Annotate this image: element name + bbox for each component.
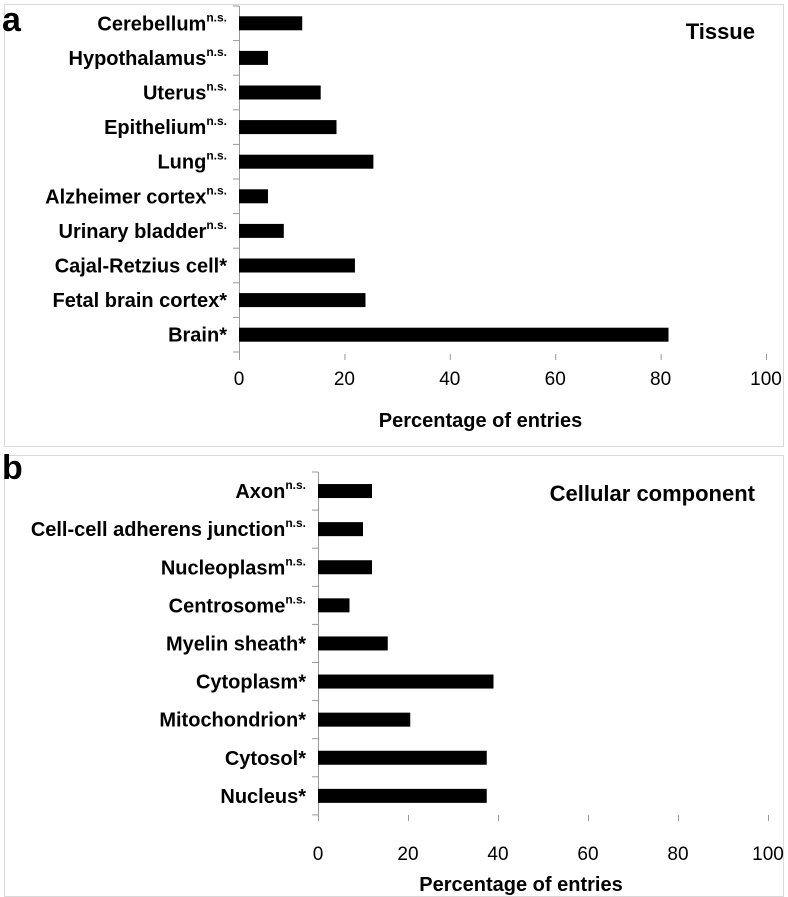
bar-hypothalamus: [239, 50, 268, 65]
category-label: Epitheliumn.s.: [104, 114, 227, 139]
category-name: Myelin sheath: [166, 633, 298, 655]
x-tick-label: 40: [439, 369, 460, 390]
category-label: Cerebellumn.s.: [97, 10, 227, 35]
category-label: Uterusn.s.: [143, 80, 227, 105]
bar-centrosome: [318, 598, 350, 613]
significance-mark: n.s.: [206, 114, 227, 128]
category-name: Mitochondrion: [159, 710, 298, 732]
bar-cytoplasm: [318, 674, 494, 689]
x-tick-label: 100: [752, 844, 784, 865]
bar-myelin-sheath: [318, 636, 388, 651]
x-axis-title: Percentage of entries: [419, 874, 622, 896]
bar-axon: [318, 484, 372, 499]
category-label: Nucleus*: [220, 786, 306, 808]
category-label: Axonn.s.: [235, 478, 306, 503]
category-label: Centrosomen.s.: [169, 592, 306, 617]
category-label: Brain*: [168, 325, 227, 347]
x-tick-label: 60: [577, 844, 598, 865]
x-tick-label: 20: [397, 844, 418, 865]
significance-mark: *: [298, 748, 306, 770]
bar-cerebellum: [239, 16, 303, 31]
category-name: Epithelium: [104, 117, 206, 139]
x-axis-title: Percentage of entries: [379, 410, 582, 432]
category-name: Urinary bladder: [59, 221, 207, 243]
significance-mark: n.s.: [285, 554, 306, 568]
category-label: Cajal-Retzius cell*: [55, 256, 228, 278]
category-label: Cell-cell adherens junctionn.s.: [31, 516, 306, 541]
bar-uterus: [239, 85, 321, 100]
bar-epithelium: [239, 120, 337, 135]
category-name: Nucleus: [220, 786, 298, 808]
significance-mark: n.s.: [285, 478, 306, 492]
significance-mark: n.s.: [206, 45, 227, 59]
category-name: Nucleoplasm: [161, 557, 285, 579]
category-label: Urinary bladdern.s.: [59, 218, 228, 243]
bar-brain: [239, 327, 669, 342]
x-tick-label: 20: [334, 369, 355, 390]
category-name: Fetal brain cortex: [52, 290, 219, 312]
category-label: Fetal brain cortex*: [52, 290, 227, 312]
category-name: Axon: [235, 481, 285, 503]
chart-title: Cellular component: [550, 481, 756, 506]
category-name: Hypothalamus: [69, 48, 207, 70]
category-name: Brain: [168, 325, 219, 347]
significance-mark: n.s.: [206, 183, 227, 197]
category-name: Alzheimer cortex: [45, 186, 206, 208]
category-name: Cytosol: [225, 748, 298, 770]
x-tick-label: 80: [667, 844, 688, 865]
category-name: Centrosome: [169, 595, 286, 617]
x-tick-label: 0: [313, 844, 324, 865]
category-name: Uterus: [143, 83, 206, 105]
significance-mark: n.s.: [206, 218, 227, 232]
category-label: Cytosol*: [225, 748, 306, 770]
category-label: Mitochondrion*: [159, 710, 306, 732]
significance-mark: n.s.: [285, 516, 306, 530]
bar-lung: [239, 154, 374, 169]
category-name: Cerebellum: [97, 13, 206, 35]
category-name: Cajal-Retzius cell: [55, 256, 220, 278]
bar-alzheimer-cortex: [239, 189, 268, 204]
category-name: Lung: [157, 152, 206, 174]
category-label: Alzheimer cortexn.s.: [45, 183, 227, 208]
bar-nucleoplasm: [318, 560, 372, 575]
x-tick-label: 60: [545, 369, 566, 390]
panel-letter: a: [2, 1, 22, 39]
panel-a: a TissueCerebellumn.s.Hypothalamusn.s.Ute…: [2, 1, 784, 447]
category-label: Lungn.s.: [157, 149, 227, 174]
significance-mark: n.s.: [206, 149, 227, 163]
category-name: Cytoplasm: [196, 672, 298, 694]
significance-mark: n.s.: [206, 10, 227, 24]
significance-mark: *: [219, 290, 227, 312]
significance-mark: *: [298, 710, 306, 732]
bar-urinary-bladder: [239, 223, 284, 238]
category-label: Hypothalamusn.s.: [69, 45, 227, 70]
bar-nucleus: [318, 788, 487, 803]
significance-mark: *: [298, 633, 306, 655]
category-name: Cell-cell adherens junction: [31, 519, 286, 541]
chart-frame: [4, 4, 784, 447]
category-label: Nucleoplasmn.s.: [161, 554, 306, 579]
bar-cell-cell-adherens-junction: [318, 522, 363, 537]
significance-mark: *: [219, 325, 227, 347]
panel-letter: b: [2, 449, 23, 487]
bar-cajal-retzius-cell: [239, 258, 355, 273]
category-label: Myelin sheath*: [166, 633, 306, 655]
x-tick-label: 0: [234, 369, 245, 390]
significance-mark: n.s.: [285, 592, 306, 606]
x-tick-label: 40: [487, 844, 508, 865]
x-tick-label: 100: [750, 369, 782, 390]
significance-mark: *: [298, 672, 306, 694]
category-label: Cytoplasm*: [196, 672, 306, 694]
chart-title: Tissue: [686, 19, 755, 44]
significance-mark: *: [298, 786, 306, 808]
x-tick-label: 80: [650, 369, 671, 390]
significance-mark: n.s.: [206, 80, 227, 94]
bar-cytosol: [318, 750, 487, 765]
bar-mitochondrion: [318, 712, 411, 727]
significance-mark: *: [219, 256, 227, 278]
bar-fetal-brain-cortex: [239, 293, 366, 308]
